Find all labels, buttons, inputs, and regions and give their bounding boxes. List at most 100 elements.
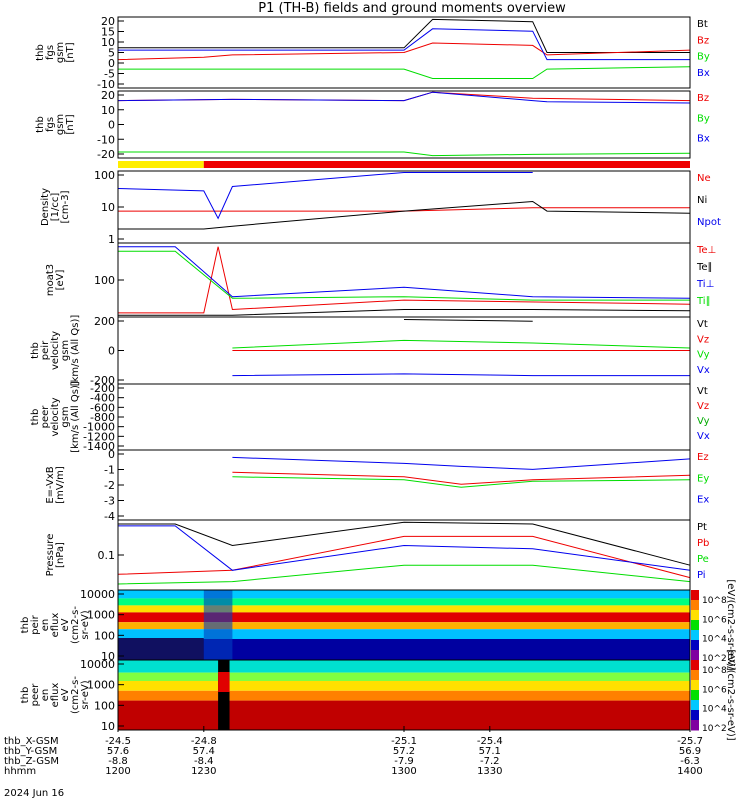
- y-axis-label: thb: [30, 409, 41, 426]
- panel-1: 20 10 0-10 -20 thb fgs gsm [nT] Bz By Bx: [35, 89, 710, 161]
- colorbar-segment: [691, 620, 699, 631]
- time-axis-value: 57.1: [479, 746, 501, 757]
- time-axis-value: -7.9: [394, 756, 414, 767]
- y-tick-label: 0.1: [98, 549, 116, 562]
- time-axis-row-label: thb_X-GSM: [4, 736, 59, 747]
- series-line-Ti⊥: [118, 246, 691, 299]
- y-tick-label: -5: [104, 68, 115, 81]
- time-axis-value: 1330: [477, 766, 502, 777]
- time-axis-row-label: hhmm: [4, 766, 36, 777]
- y-axis-label: (cm2-s-: [70, 606, 81, 644]
- panel-frame: [117, 170, 691, 244]
- y-tick-label: 0: [108, 57, 115, 70]
- spectrogram-band: [118, 605, 690, 613]
- y-tick-label: 10: [101, 720, 115, 733]
- time-axis-value: -24.8: [191, 736, 217, 747]
- time-axis-value: 1230: [191, 766, 216, 777]
- y-axis-label: thb: [35, 44, 46, 61]
- y-tick-label: -200: [90, 382, 115, 395]
- spectrogram-band: [118, 690, 690, 701]
- legend-entry-Te⊥: Te⊥: [696, 245, 716, 256]
- y-tick-label: 10: [101, 201, 115, 214]
- y-axis-label: [nPa]: [55, 542, 66, 568]
- y-tick-label: 1000: [87, 679, 115, 692]
- colorbar-segment: [691, 640, 699, 651]
- y-tick-label: -600: [90, 401, 115, 414]
- colorbar-segment: [691, 630, 699, 641]
- y-tick-label: 0: [108, 345, 115, 358]
- time-axis-value: -8.8: [108, 756, 128, 767]
- y-tick-label: 0: [108, 119, 115, 132]
- legend-entry-Bz: Bz: [697, 93, 709, 104]
- series-line-Ey: [232, 476, 691, 488]
- y-axis-label: eflux: [50, 613, 61, 638]
- legend-entry-Ez: Ez: [697, 452, 709, 463]
- figure-title: P1 (TH-B) fields and ground moments over…: [258, 1, 566, 16]
- time-axis-value: 1300: [391, 766, 416, 777]
- legend-entry-Ey: Ey: [697, 473, 709, 484]
- y-axis-label: moat3: [45, 264, 56, 296]
- y-tick-label: -800: [90, 411, 115, 424]
- time-axis-value: 56.9: [679, 746, 701, 757]
- colorbar-tick-label: 10^2: [702, 654, 727, 664]
- series-line-Bt: [118, 18, 690, 53]
- mode-bar-segment: [203, 161, 691, 168]
- spectrogram-gap: [218, 660, 230, 730]
- series-line-Bx: [118, 28, 690, 61]
- y-tick-label: 20: [101, 15, 115, 28]
- spectrogram-band: [118, 639, 690, 660]
- y-axis-label: Pressure: [45, 534, 56, 577]
- y-axis-label: Density: [40, 188, 51, 226]
- colorbar-segment: [691, 670, 699, 681]
- spectrogram-band: [118, 700, 690, 730]
- y-tick-label: -200: [90, 374, 115, 387]
- series-line-Pe: [117, 564, 691, 585]
- time-axis-value: -25.4: [477, 736, 503, 747]
- y-tick-label: 1: [108, 233, 115, 246]
- y-tick-label: 10: [101, 36, 115, 49]
- y-axis-label: [nT]: [65, 114, 76, 134]
- legend-entry-Ni: Ni: [697, 195, 707, 206]
- y-axis-label: sr-eV): [80, 610, 91, 639]
- y-tick-label: 100: [94, 274, 115, 287]
- legend-entry-Ne: Ne: [697, 173, 711, 184]
- colorbar-label: [eV/(cm2-s-sr-eV)]: [725, 579, 736, 670]
- time-axis-value: 57.4: [193, 746, 215, 757]
- series-line-Pt: [118, 521, 691, 566]
- time-axis-value: 1400: [677, 766, 702, 777]
- y-axis-label: peer: [40, 405, 51, 429]
- series-line-By: [118, 66, 691, 79]
- series-line-Bz: [117, 42, 691, 61]
- y-axis-label: fgs: [45, 45, 56, 60]
- legend-entry-Te∥: Te∥: [696, 262, 713, 273]
- y-axis-label: fgs: [45, 117, 56, 132]
- series-line-Vt: [403, 319, 533, 322]
- y-axis-label: thb: [20, 687, 31, 704]
- time-axis-value: -24.5: [105, 736, 131, 747]
- y-axis-label: gsm: [55, 42, 66, 63]
- y-axis-label: thb: [20, 617, 31, 634]
- series-line-Bx: [117, 91, 691, 104]
- y-axis-label: [1/cc]: [50, 193, 61, 222]
- y-axis-label: peer: [30, 683, 41, 707]
- legend-entry-Vz: Vz: [697, 401, 709, 412]
- series-line-Ti∥: [118, 250, 690, 301]
- mode-bar-segment: [118, 161, 204, 168]
- series-line-Vx: [232, 373, 690, 377]
- panel-9: 10^810^610^410^2[eV/(cm2-s-sr-eV)]100001…: [20, 649, 736, 740]
- spectrogram-noise: [118, 638, 204, 660]
- legend-entry-Npot: Npot: [697, 217, 721, 228]
- y-tick-label: 20: [101, 89, 115, 102]
- colorbar-segment: [691, 600, 699, 611]
- spectrogram-band: [118, 590, 690, 599]
- legend-entry-Vy: Vy: [697, 416, 710, 427]
- colorbar-segment: [691, 710, 699, 721]
- y-tick-label: 15: [101, 26, 115, 39]
- time-axis-value: -7.2: [480, 756, 500, 767]
- time-axis-value: 57.2: [393, 746, 415, 757]
- panel-frame: [117, 383, 691, 451]
- y-tick-label: -3: [104, 495, 115, 508]
- spectrogram-transition: [203, 590, 233, 660]
- y-tick-label: -1200: [83, 430, 115, 443]
